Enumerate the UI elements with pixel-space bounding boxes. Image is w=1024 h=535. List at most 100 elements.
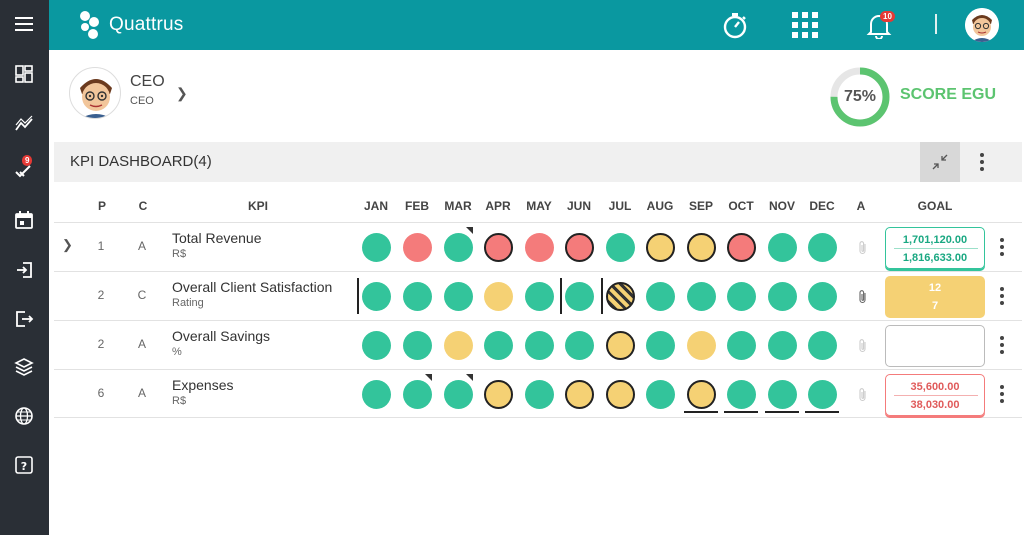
status-dot-may[interactable] <box>525 331 554 360</box>
table-row[interactable]: 2 C Overall Client Satisfaction Rating 12 7 <box>54 271 1022 320</box>
status-dot-dec[interactable] <box>808 380 837 409</box>
status-dot-jan[interactable] <box>362 282 391 311</box>
bell-icon[interactable]: 10 <box>863 9 895 41</box>
status-dot-mar[interactable] <box>444 331 473 360</box>
status-dot-apr[interactable] <box>484 233 513 262</box>
status-dot-mar[interactable] <box>444 380 473 409</box>
status-dot-mar[interactable] <box>444 282 473 311</box>
status-dot-apr[interactable] <box>484 331 513 360</box>
status-dot-feb[interactable] <box>403 282 432 311</box>
collapse-button[interactable] <box>920 142 960 182</box>
status-dot-jul[interactable] <box>606 233 635 262</box>
status-dot-may[interactable] <box>525 233 554 262</box>
tasks-check-icon[interactable]: 9 <box>12 155 36 182</box>
status-dot-dec[interactable] <box>808 282 837 311</box>
status-dot-oct[interactable] <box>727 233 756 262</box>
status-dot-nov[interactable] <box>768 331 797 360</box>
paperclip-icon[interactable] <box>857 338 869 354</box>
column-month-0: JAN <box>363 199 388 213</box>
status-dot-nov[interactable] <box>768 282 797 311</box>
status-dot-jul[interactable] <box>606 331 635 360</box>
status-dot-aug[interactable] <box>646 331 675 360</box>
kpi-name[interactable]: Overall Savings <box>172 328 271 344</box>
paperclip-icon[interactable] <box>857 387 869 403</box>
paperclip-icon[interactable] <box>857 289 869 305</box>
paperclip-icon[interactable] <box>857 240 869 256</box>
status-dot-dec[interactable] <box>808 331 837 360</box>
more-vert-icon[interactable] <box>996 333 1008 357</box>
menu-icon[interactable] <box>12 12 36 36</box>
table-row[interactable]: ❯ 1 A Total Revenue R$ 1,701,120.00 1,816,633.… <box>54 222 1022 271</box>
column-p: P <box>97 199 106 213</box>
calendar-icon[interactable] <box>12 208 36 232</box>
status-dot-jun[interactable] <box>565 331 594 360</box>
goal-target: 1,701,120.00 <box>902 234 968 246</box>
status-dot-jul[interactable] <box>606 282 635 311</box>
column-kpi: KPI <box>247 199 268 213</box>
status-dot-jan[interactable] <box>362 380 391 409</box>
status-dot-aug[interactable] <box>646 233 675 262</box>
status-dot-jun[interactable] <box>565 380 594 409</box>
status-dot-jan[interactable] <box>362 233 391 262</box>
app-logo[interactable]: Quattrus <box>77 9 183 41</box>
status-dot-apr[interactable] <box>484 282 513 311</box>
cell-c: A <box>137 337 146 351</box>
status-dot-oct[interactable] <box>727 331 756 360</box>
status-dot-nov[interactable] <box>768 233 797 262</box>
expand-row-icon[interactable]: ❯ <box>62 237 73 252</box>
status-dot-sep[interactable] <box>687 282 716 311</box>
chevron-right-icon[interactable]: ❯ <box>176 85 188 101</box>
kpi-name[interactable]: Total Revenue <box>172 230 262 246</box>
column-month-7: AUG <box>646 199 674 213</box>
kpi-name[interactable]: Expenses <box>172 377 234 393</box>
status-dot-oct[interactable] <box>727 282 756 311</box>
grid-apps-icon[interactable] <box>789 9 821 41</box>
column-month-11: DEC <box>809 199 835 213</box>
goal-box[interactable]: 1,701,120.00 1,816,633.00 <box>885 227 985 269</box>
status-dot-jun[interactable] <box>565 233 594 262</box>
status-dot-sep[interactable] <box>687 331 716 360</box>
globe-icon[interactable] <box>12 404 36 428</box>
login-icon[interactable] <box>12 258 36 282</box>
kpi-panel-header: KPI DASHBOARD(4) <box>54 142 1022 182</box>
goal-actual: 38,030.00 <box>910 399 960 411</box>
status-dot-jan[interactable] <box>362 331 391 360</box>
more-vert-icon[interactable] <box>972 149 992 175</box>
layers-icon[interactable] <box>12 355 36 379</box>
collapse-arrows-icon <box>932 154 948 170</box>
status-dot-nov[interactable] <box>768 380 797 409</box>
status-dot-jul[interactable] <box>606 380 635 409</box>
dashboard-icon[interactable] <box>12 62 36 86</box>
logout-icon[interactable] <box>12 307 36 331</box>
more-vert-icon[interactable] <box>996 382 1008 406</box>
goal-box[interactable] <box>885 325 985 367</box>
help-icon[interactable]: ? <box>12 453 36 477</box>
status-dot-feb[interactable] <box>403 331 432 360</box>
chart-trend-icon[interactable] <box>12 112 36 136</box>
table-row[interactable]: 6 A Expenses R$ 35,600.00 38,030.00 <box>54 369 1022 418</box>
stopwatch-icon[interactable] <box>719 9 751 41</box>
profile-header[interactable]: CEO CEO ❯ <box>69 67 209 121</box>
table-row[interactable]: 2 A Overall Savings% <box>54 320 1022 369</box>
status-dot-dec[interactable] <box>808 233 837 262</box>
status-dot-oct[interactable] <box>727 380 756 409</box>
status-dot-sep[interactable] <box>687 380 716 409</box>
status-dot-may[interactable] <box>525 282 554 311</box>
status-dot-feb[interactable] <box>403 233 432 262</box>
status-dot-aug[interactable] <box>646 282 675 311</box>
user-avatar[interactable] <box>965 8 999 42</box>
status-dot-apr[interactable] <box>484 380 513 409</box>
kpi-name[interactable]: Overall Client Satisfaction <box>172 279 333 295</box>
period-marker <box>560 278 562 314</box>
more-vert-icon[interactable] <box>996 235 1008 259</box>
status-dot-may[interactable] <box>525 380 554 409</box>
status-dot-mar[interactable] <box>444 233 473 262</box>
status-dot-aug[interactable] <box>646 380 675 409</box>
goal-box[interactable]: 35,600.00 38,030.00 <box>885 374 985 416</box>
status-dot-jun[interactable] <box>565 282 594 311</box>
status-dot-feb[interactable] <box>403 380 432 409</box>
status-dot-sep[interactable] <box>687 233 716 262</box>
more-vert-icon[interactable] <box>996 284 1008 308</box>
comment-marker <box>425 374 432 381</box>
goal-box[interactable]: 12 7 <box>885 276 985 318</box>
